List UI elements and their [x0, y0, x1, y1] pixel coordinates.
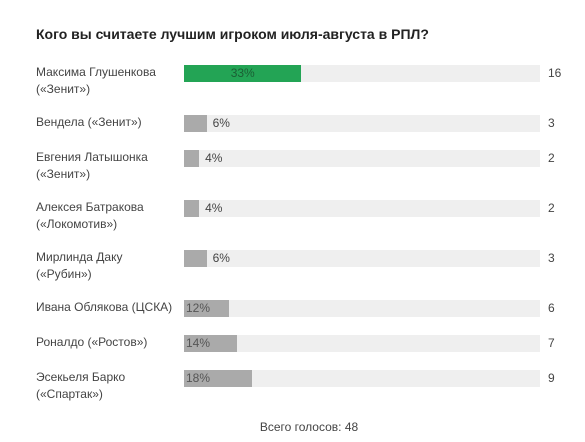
option-vote-count: 7 [548, 336, 555, 350]
option-label-line: («Рубин») [36, 267, 92, 281]
option-vote-count: 3 [548, 251, 555, 265]
option-bar-fill [184, 370, 252, 387]
option-label: Вендела («Зенит») [36, 114, 180, 131]
poll-option: Ивана Облякова (ЦСКА) 12% 6 [36, 299, 566, 339]
option-label: Алексея Батракова («Локомотив») [36, 199, 180, 233]
option-bar-track: 33% [184, 65, 540, 82]
option-label-line: Ивана Облякова (ЦСКА) [36, 300, 173, 314]
option-vote-count: 6 [548, 301, 555, 315]
poll-option: Мирлинда Даку («Рубин») 6% 3 [36, 249, 566, 289]
option-label-line: Евгения Латышонка [36, 150, 148, 164]
option-percent: 4% [205, 201, 223, 215]
poll-option: Алексея Батракова («Локомотив») 4% 2 [36, 199, 566, 239]
option-label: Роналдо («Ростов») [36, 334, 180, 351]
option-label-line: Алексея Батракова [36, 200, 144, 214]
option-bar-fill [184, 200, 200, 217]
poll-option: Вендела («Зенит») 6% 3 [36, 114, 566, 154]
option-bar-track: 14% [184, 335, 540, 352]
option-bar-track: 18% [184, 370, 540, 387]
option-label: Эсекьеля Барко («Спартак») [36, 369, 180, 403]
option-bar-track: 6% [184, 250, 540, 267]
option-label-line: Мирлинда Даку [36, 250, 123, 264]
option-label-line: («Локомотив») [36, 217, 118, 231]
option-percent: 4% [205, 151, 223, 165]
option-vote-count: 2 [548, 201, 555, 215]
option-label-line: Эсекьеля Барко [36, 370, 126, 384]
option-bar-track: 4% [184, 200, 540, 217]
option-bar-fill [184, 335, 237, 352]
option-bar-track: 6% [184, 115, 540, 132]
option-vote-count: 2 [548, 151, 555, 165]
option-percent: 6% [212, 251, 230, 265]
option-label: Ивана Облякова (ЦСКА) [36, 299, 180, 316]
option-label-line: Вендела («Зенит») [36, 115, 142, 129]
poll-title: Кого вы считаете лучшим игроком июля-авг… [36, 26, 429, 42]
option-bar-fill [184, 115, 207, 132]
option-bar-fill [184, 300, 230, 317]
option-label-line: («Зенит») [36, 82, 91, 96]
option-percent: 33% [230, 66, 255, 80]
poll-option: Эсекьеля Барко («Спартак») 18% 9 [36, 369, 566, 409]
option-label: Мирлинда Даку («Рубин») [36, 249, 180, 283]
option-label-line: Максима Глушенкова [36, 65, 156, 79]
poll-option: Роналдо («Ростов») 14% 7 [36, 334, 566, 374]
option-vote-count: 3 [548, 116, 555, 130]
option-vote-count: 9 [548, 371, 555, 385]
total-votes: Всего голосов: 48 [259, 420, 359, 434]
option-label: Евгения Латышонка («Зенит») [36, 149, 180, 183]
option-bar-track: 4% [184, 150, 540, 167]
poll-option: Евгения Латышонка («Зенит») 4% 2 [36, 149, 566, 189]
option-percent: 12% [186, 301, 211, 315]
poll-option: Максима Глушенкова («Зенит») 33% 16 [36, 64, 566, 104]
option-bar-fill-leader [184, 65, 302, 82]
option-percent: 14% [186, 336, 211, 350]
option-vote-count: 16 [548, 66, 562, 80]
option-bar-track: 12% [184, 300, 540, 317]
option-bar-fill [184, 150, 200, 167]
option-bar-fill [184, 250, 207, 267]
option-label-line: («Спартак») [36, 387, 103, 401]
option-percent: 18% [186, 371, 211, 385]
option-label-line: («Зенит») [36, 167, 91, 181]
option-label-line: Роналдо («Ростов») [36, 335, 148, 349]
option-percent: 6% [212, 116, 230, 130]
option-label: Максима Глушенкова («Зенит») [36, 64, 180, 98]
